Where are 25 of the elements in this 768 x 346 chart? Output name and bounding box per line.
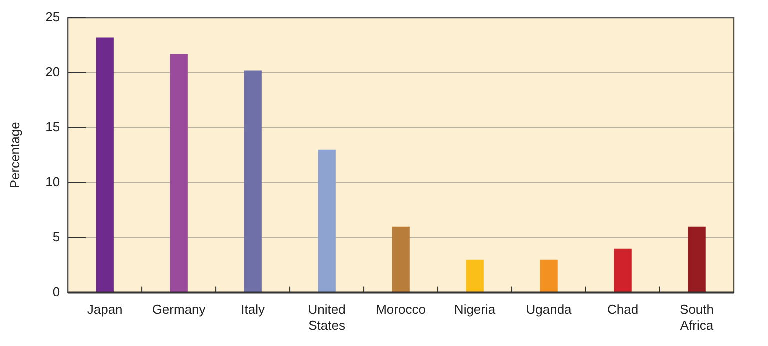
x-tick-label: Morocco xyxy=(376,302,426,318)
bar xyxy=(688,226,706,292)
y-tick-label: 5 xyxy=(52,229,60,244)
x-tick-label: Germany xyxy=(152,302,206,318)
x-tick-label: Nigeria xyxy=(454,302,496,318)
x-tick-label: South Africa xyxy=(680,302,714,333)
bar xyxy=(244,70,262,292)
y-tick-label: 10 xyxy=(46,174,60,190)
x-tick-label: United States xyxy=(308,302,346,333)
y-tick-label: 25 xyxy=(46,10,60,25)
y-tick-label: 20 xyxy=(46,64,60,80)
bar xyxy=(614,248,632,292)
x-tick-label: Uganda xyxy=(526,302,573,318)
bar xyxy=(96,38,114,292)
x-tick-label: Japan xyxy=(87,302,123,318)
y-tick-label: 15 xyxy=(46,120,60,134)
bar xyxy=(540,260,558,292)
bar xyxy=(318,150,336,292)
bar xyxy=(392,226,410,292)
bar xyxy=(170,54,188,292)
y-tick-label: 0 xyxy=(52,284,60,300)
x-tick-label: Chad xyxy=(607,302,639,318)
x-tick-label: Italy xyxy=(241,302,266,318)
bar xyxy=(466,260,484,292)
y-axis-title: Percentage xyxy=(7,122,22,189)
